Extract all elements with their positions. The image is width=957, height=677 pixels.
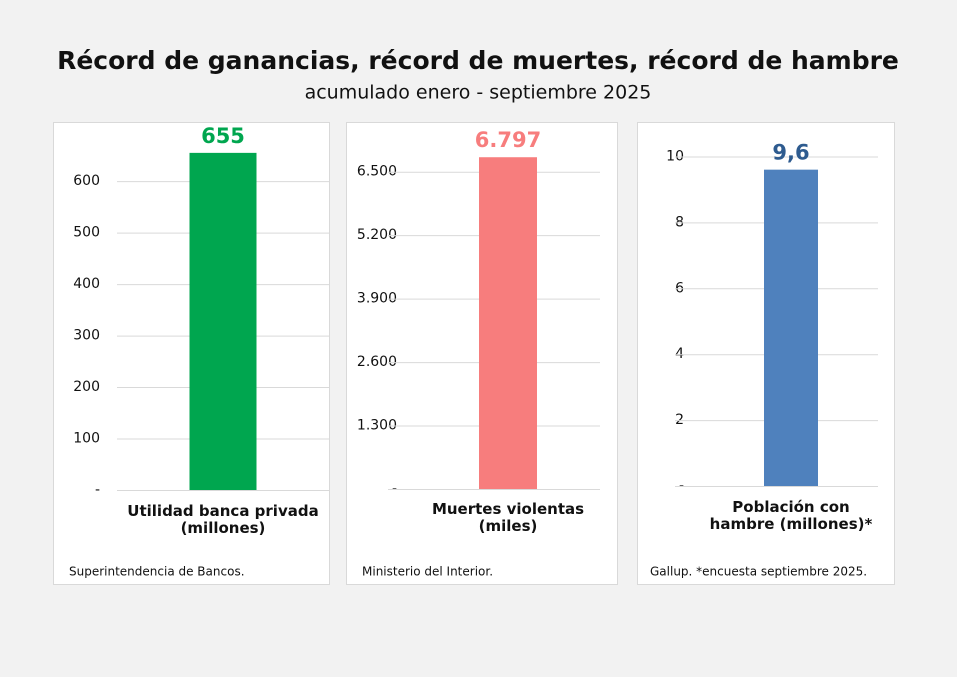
bar <box>764 169 818 486</box>
bar <box>189 152 257 490</box>
source-note: Ministerio del Interior. <box>362 565 493 579</box>
y-tick-label: 600 <box>73 173 100 189</box>
bar <box>479 157 537 489</box>
y-tick-label: - <box>95 482 100 498</box>
y-tick-label: 2.600 <box>357 354 397 370</box>
y-tick-label: 100 <box>73 431 100 447</box>
page-title: Récord de ganancias, récord de muertes, … <box>57 46 899 75</box>
y-tick-label: 200 <box>73 379 100 395</box>
source-note: Gallup. *encuesta septiembre 2025. <box>650 565 867 579</box>
value-label: 9,6 <box>772 141 809 165</box>
x-tick-label: Utilidad banca privada (millones) <box>127 502 318 537</box>
source-note: Superintendencia de Bancos. <box>69 565 245 579</box>
value-label: 655 <box>201 124 245 148</box>
x-tick-label: Muertes violentas (miles) <box>432 500 584 535</box>
y-tick-label: 500 <box>73 225 100 241</box>
y-tick-label: 300 <box>73 328 100 344</box>
y-tick-label: 5.200 <box>357 227 397 243</box>
y-tick-label: 3.900 <box>357 291 397 307</box>
page-subtitle: acumulado enero - septiembre 2025 <box>305 82 652 104</box>
x-tick-label: Población con hambre (millones)* <box>710 498 873 533</box>
y-tick-label: 1.300 <box>357 418 397 434</box>
y-tick-label: 400 <box>73 276 100 292</box>
y-tick-label: 6.500 <box>357 164 397 180</box>
value-label: 6.797 <box>475 128 541 152</box>
